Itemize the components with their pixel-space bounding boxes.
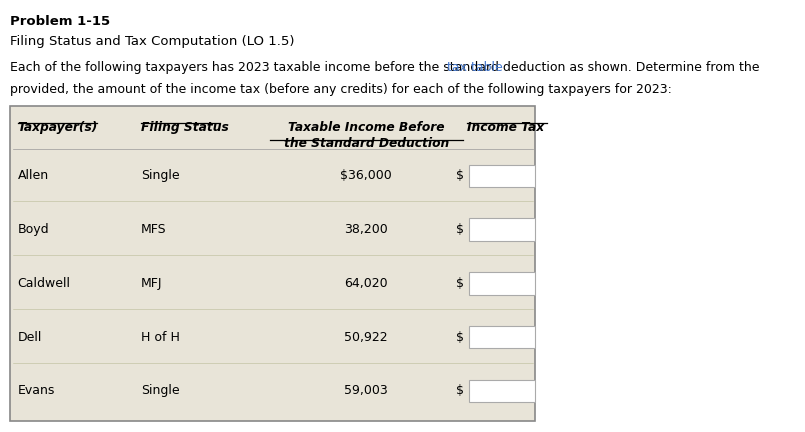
Text: 64,020: 64,020 (345, 277, 388, 290)
Text: MFS: MFS (141, 223, 167, 236)
Text: H of H: H of H (141, 330, 180, 343)
Text: Single: Single (141, 169, 180, 182)
Text: Evans: Evans (18, 384, 55, 397)
Text: Boyd: Boyd (18, 223, 49, 236)
Text: Dell: Dell (18, 330, 42, 343)
Text: 38,200: 38,200 (345, 223, 388, 236)
Text: $: $ (456, 169, 464, 182)
Text: $: $ (456, 384, 464, 397)
Text: Taxable Income Before: Taxable Income Before (288, 121, 444, 134)
Text: 50,922: 50,922 (345, 330, 388, 343)
Text: Single: Single (141, 384, 180, 397)
Text: Taxpayer(s): Taxpayer(s) (18, 121, 98, 134)
Text: $: $ (456, 223, 464, 236)
Text: the Standard Deduction: the Standard Deduction (283, 137, 449, 150)
Text: 59,003: 59,003 (345, 384, 388, 397)
Text: Caldwell: Caldwell (18, 277, 71, 290)
Text: Each of the following taxpayers has 2023 taxable income before the standard dedu: Each of the following taxpayers has 2023… (10, 61, 764, 74)
Text: Allen: Allen (18, 169, 49, 182)
Text: MFJ: MFJ (141, 277, 163, 290)
Text: Income Tax: Income Tax (467, 121, 544, 134)
Text: $: $ (456, 277, 464, 290)
Text: $36,000: $36,000 (341, 169, 392, 182)
Text: Filing Status: Filing Status (141, 121, 229, 134)
Text: Problem 1-15: Problem 1-15 (10, 15, 110, 28)
Text: $: $ (456, 330, 464, 343)
Text: tax table: tax table (448, 61, 503, 74)
Text: provided, the amount of the income tax (before any credits) for each of the foll: provided, the amount of the income tax (… (10, 83, 672, 96)
Text: Filing Status and Tax Computation (LO 1.5): Filing Status and Tax Computation (LO 1.… (10, 35, 295, 48)
